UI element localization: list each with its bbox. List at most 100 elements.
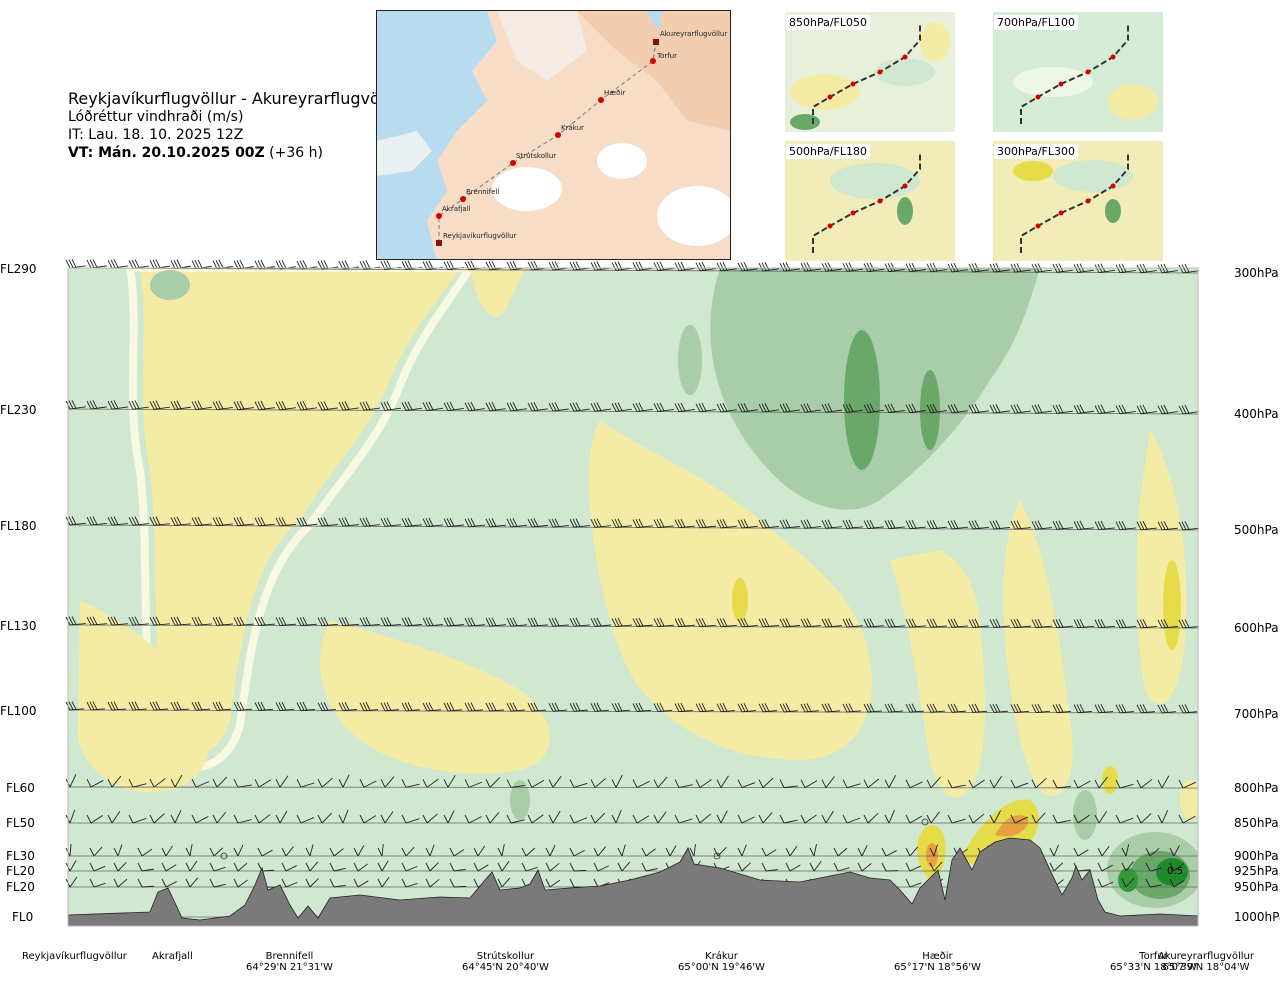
wind-barb-staff xyxy=(867,812,879,824)
wind-barb-feather xyxy=(743,703,749,712)
wind-barb-feather xyxy=(275,702,281,711)
wind-barb-feather xyxy=(722,261,728,271)
wind-barb-feather xyxy=(554,702,560,711)
wind-barb-feather xyxy=(596,702,602,712)
wind-barb-feather xyxy=(329,878,335,888)
wind-barb-feather xyxy=(1097,619,1103,628)
wind-barb-staff xyxy=(321,777,333,788)
wind-barb-feather xyxy=(848,618,854,627)
wind-barb-feather xyxy=(905,779,911,788)
wind-barb-staff xyxy=(213,883,226,888)
wind-barb-feather xyxy=(680,617,686,627)
wind-barb-feather xyxy=(1094,704,1100,713)
wind-barb-staff xyxy=(405,709,420,712)
wind-barb-feather xyxy=(446,518,452,527)
wind-barb-feather xyxy=(1169,862,1175,872)
wind-barb-feather xyxy=(359,702,365,711)
wind-barb-staff xyxy=(888,809,895,824)
wind-barb-feather xyxy=(842,263,848,272)
wind-barb-staff xyxy=(453,849,465,857)
wind-barb-staff xyxy=(510,709,525,712)
wind-barb-feather xyxy=(758,779,764,788)
wind-barb-feather xyxy=(488,617,494,627)
wind-barb-feather xyxy=(299,617,305,626)
wind-barb-feather xyxy=(1097,404,1103,414)
hpa-label-700: 700hPa xyxy=(1234,707,1279,721)
wind-barb-feather xyxy=(674,779,680,788)
wind-barb-feather xyxy=(527,261,533,271)
wind-barb-feather xyxy=(989,779,995,789)
wind-barb-feather xyxy=(992,618,998,628)
wind-barb-feather xyxy=(593,261,599,271)
wind-barb-feather xyxy=(659,518,665,528)
wind-barb-staff xyxy=(237,844,244,857)
wind-barb-feather xyxy=(761,703,767,712)
wind-barb-feather xyxy=(278,260,284,269)
wind-barb-feather xyxy=(614,402,620,412)
wind-barb-feather xyxy=(719,519,725,528)
wind-barb-feather xyxy=(89,847,95,857)
wind-barb-feather xyxy=(617,402,623,411)
wind-barb-feather xyxy=(833,862,839,872)
wind-barb-feather xyxy=(323,616,329,626)
wind-barb-feather xyxy=(275,814,281,824)
fl-label-290: FL290 xyxy=(0,262,37,276)
variable-label: Lóðréttur vindhraði (m/s) xyxy=(68,109,244,125)
wind-barb-feather xyxy=(173,616,179,626)
wind-barb-feather xyxy=(842,779,848,788)
wind-barb-staff xyxy=(525,867,538,872)
wind-barb-staff xyxy=(285,882,298,888)
wind-barb-feather xyxy=(365,617,371,626)
valid-time-offset: (+36 h) xyxy=(269,145,323,161)
wind-barb-feather xyxy=(968,779,974,789)
terrain-profile xyxy=(67,837,1199,927)
wind-barb-feather xyxy=(407,401,413,410)
wind-barb-feather xyxy=(719,703,725,712)
wind-barb-staff xyxy=(1119,817,1134,824)
wind-barb-feather xyxy=(128,616,134,626)
valid-time-value: VT: Mán. 20.10.2025 00Z xyxy=(68,145,265,161)
wind-barb-staff xyxy=(699,779,712,788)
wind-barb-feather xyxy=(149,617,155,626)
wind-barb-feather xyxy=(86,616,92,626)
hpa-label-900: 900hPa xyxy=(1234,849,1279,863)
wind-barb-feather xyxy=(848,262,854,271)
contour-up-akureyri-top xyxy=(1102,766,1118,794)
wind-barb-staff xyxy=(720,710,735,713)
hpa-label-500: 500hPa xyxy=(1234,523,1279,537)
waypoint-coord: 65°17'N 18°56'W xyxy=(894,962,981,973)
wind-barb-feather xyxy=(86,516,92,526)
wind-barb-staff xyxy=(429,878,440,888)
wind-barb-staff xyxy=(909,781,923,789)
wind-barb-feather xyxy=(407,517,413,527)
wind-barb-feather xyxy=(911,403,917,413)
wind-barb-feather xyxy=(1076,404,1082,414)
wind-barb-feather xyxy=(152,701,158,711)
wind-barb-feather xyxy=(257,401,263,410)
wind-barb-staff xyxy=(447,709,462,712)
plot-frame xyxy=(67,267,1199,927)
wind-barb-feather xyxy=(1136,814,1142,824)
waypoint-name: Torfur xyxy=(1139,951,1168,962)
wind-barb-feather xyxy=(698,618,704,627)
wind-barb-feather xyxy=(1163,404,1169,414)
wind-barb-feather xyxy=(89,400,95,409)
wind-barb-feather xyxy=(635,261,641,271)
wind-barb-feather xyxy=(527,779,533,788)
wind-barb-staff xyxy=(972,710,987,713)
wind-barb-staff xyxy=(357,863,368,872)
wind-barb-staff xyxy=(333,867,346,872)
wind-barb-feather xyxy=(716,779,722,788)
wind-barb-feather xyxy=(344,260,350,269)
wind-barb-feather xyxy=(1178,521,1184,531)
wind-barb-feather xyxy=(1181,521,1187,530)
wind-barb-feather xyxy=(359,814,365,824)
wind-barb-feather xyxy=(422,814,428,824)
wind-barb-feather xyxy=(338,779,344,788)
fl-label-180: FL180 xyxy=(0,519,37,533)
wind-barb-staff xyxy=(645,868,658,872)
wind-barb-feather xyxy=(680,702,686,712)
wind-barb-feather xyxy=(1136,264,1142,273)
wind-barb-feather xyxy=(107,400,113,410)
wind-barb-feather xyxy=(689,847,695,857)
